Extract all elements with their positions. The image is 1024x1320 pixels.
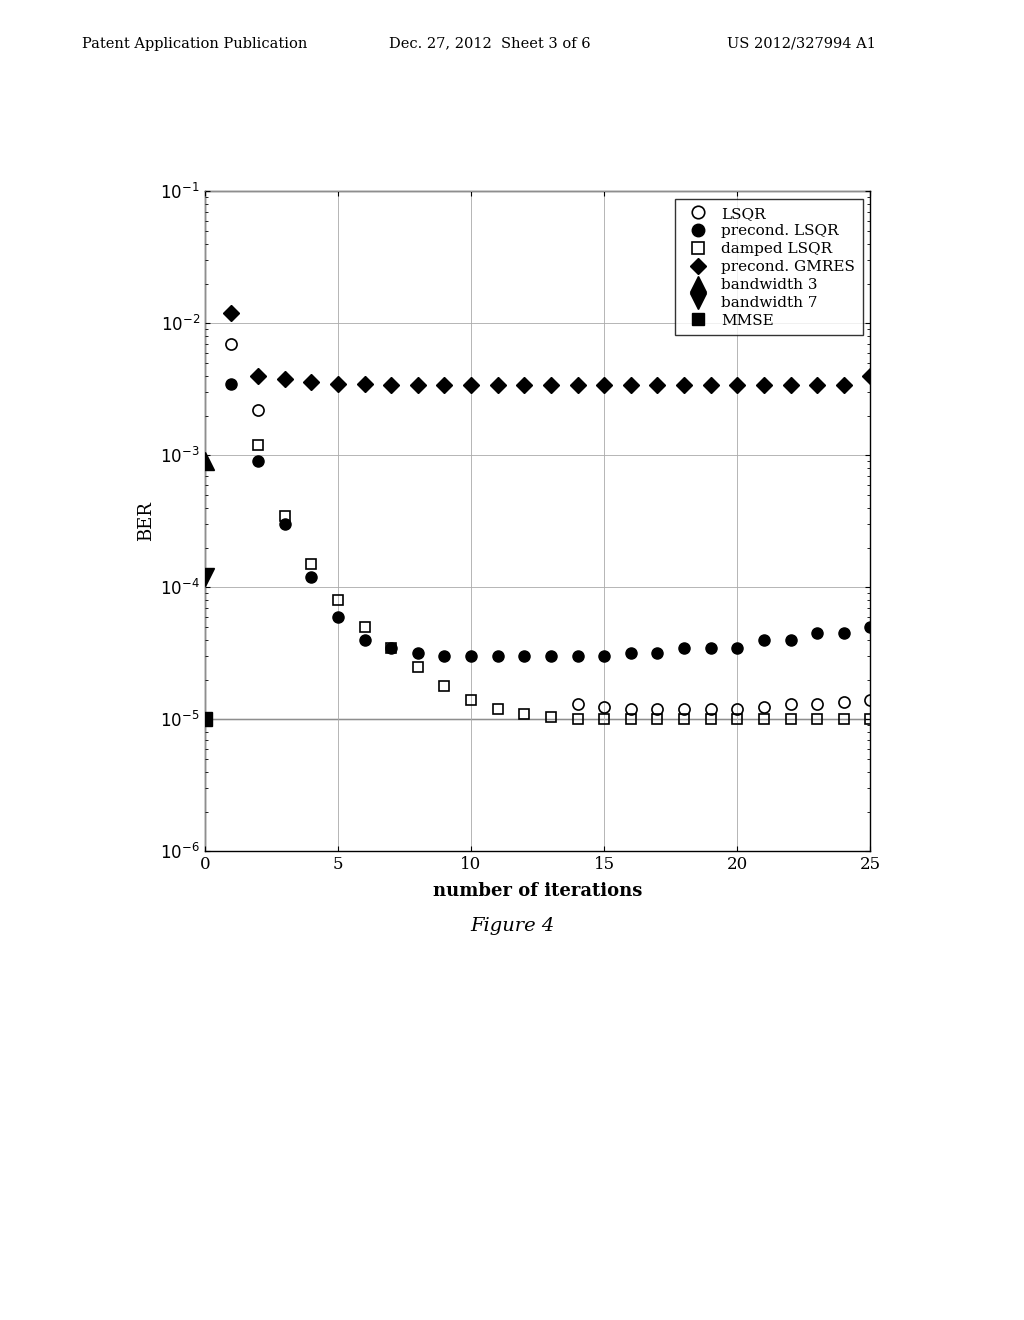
Y-axis label: BER: BER: [136, 502, 155, 541]
Text: Dec. 27, 2012  Sheet 3 of 6: Dec. 27, 2012 Sheet 3 of 6: [389, 37, 591, 50]
Text: US 2012/327994 A1: US 2012/327994 A1: [727, 37, 876, 50]
Text: Patent Application Publication: Patent Application Publication: [82, 37, 307, 50]
Legend: LSQR, precond. LSQR, damped LSQR, precond. GMRES, bandwidth 3, bandwidth 7, MMSE: LSQR, precond. LSQR, damped LSQR, precon…: [676, 199, 863, 335]
Text: Figure 4: Figure 4: [470, 916, 554, 935]
X-axis label: number of iterations: number of iterations: [433, 882, 642, 900]
